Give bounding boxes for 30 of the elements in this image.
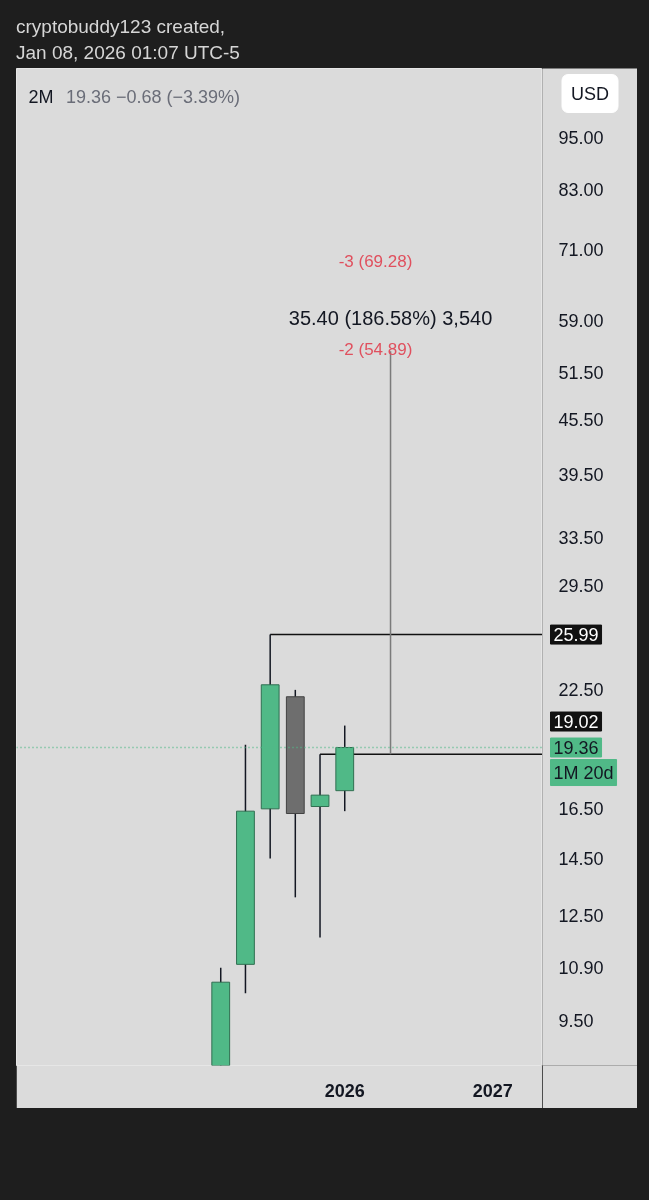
text: 19.36 −0.68 (−3.39%)	[65, 86, 241, 107]
text: 2M	[28, 86, 54, 107]
y-tick-label: 22.50	[558, 680, 604, 701]
y-tick-label: 39.50	[558, 464, 604, 485]
y-tick-label: 51.50	[558, 362, 604, 383]
y-tick-label: 16.50	[558, 799, 604, 820]
y-axis-title: USD	[571, 83, 610, 104]
text: Jan 08, 2026 01:07 UTC-5	[16, 42, 240, 63]
y-tick-label: 95.00	[558, 127, 604, 148]
y-tick-label: 14.50	[558, 848, 604, 869]
data-label: 19.02	[553, 712, 599, 733]
y-tick-label: 71.00	[558, 239, 604, 260]
y-tick-label: 9.50	[558, 1011, 594, 1032]
annotation: -2 (54.89)	[338, 340, 413, 359]
y-tick-label: 12.50	[558, 905, 604, 926]
text: cryptobuddy123 created,	[16, 16, 226, 37]
y-tick-label: 29.50	[558, 576, 604, 597]
x-tick-label: 2026	[324, 1080, 365, 1101]
y-tick-label: 45.50	[558, 410, 604, 431]
annotation: 35.40 (186.58%) 3,540	[288, 307, 493, 330]
candlestick	[310, 753, 330, 939]
text: 1M 20d	[553, 762, 614, 783]
data-label: 25.99	[553, 625, 599, 646]
ref-line-label: 19.36	[553, 738, 599, 759]
x-tick-label: 2027	[472, 1080, 513, 1101]
y-tick-label: 59.00	[558, 310, 604, 331]
annotation: -3 (69.28)	[338, 252, 413, 271]
y-tick-label: 33.50	[558, 527, 604, 548]
y-tick-label: 10.90	[558, 958, 604, 979]
y-tick-label: 83.00	[558, 179, 604, 200]
